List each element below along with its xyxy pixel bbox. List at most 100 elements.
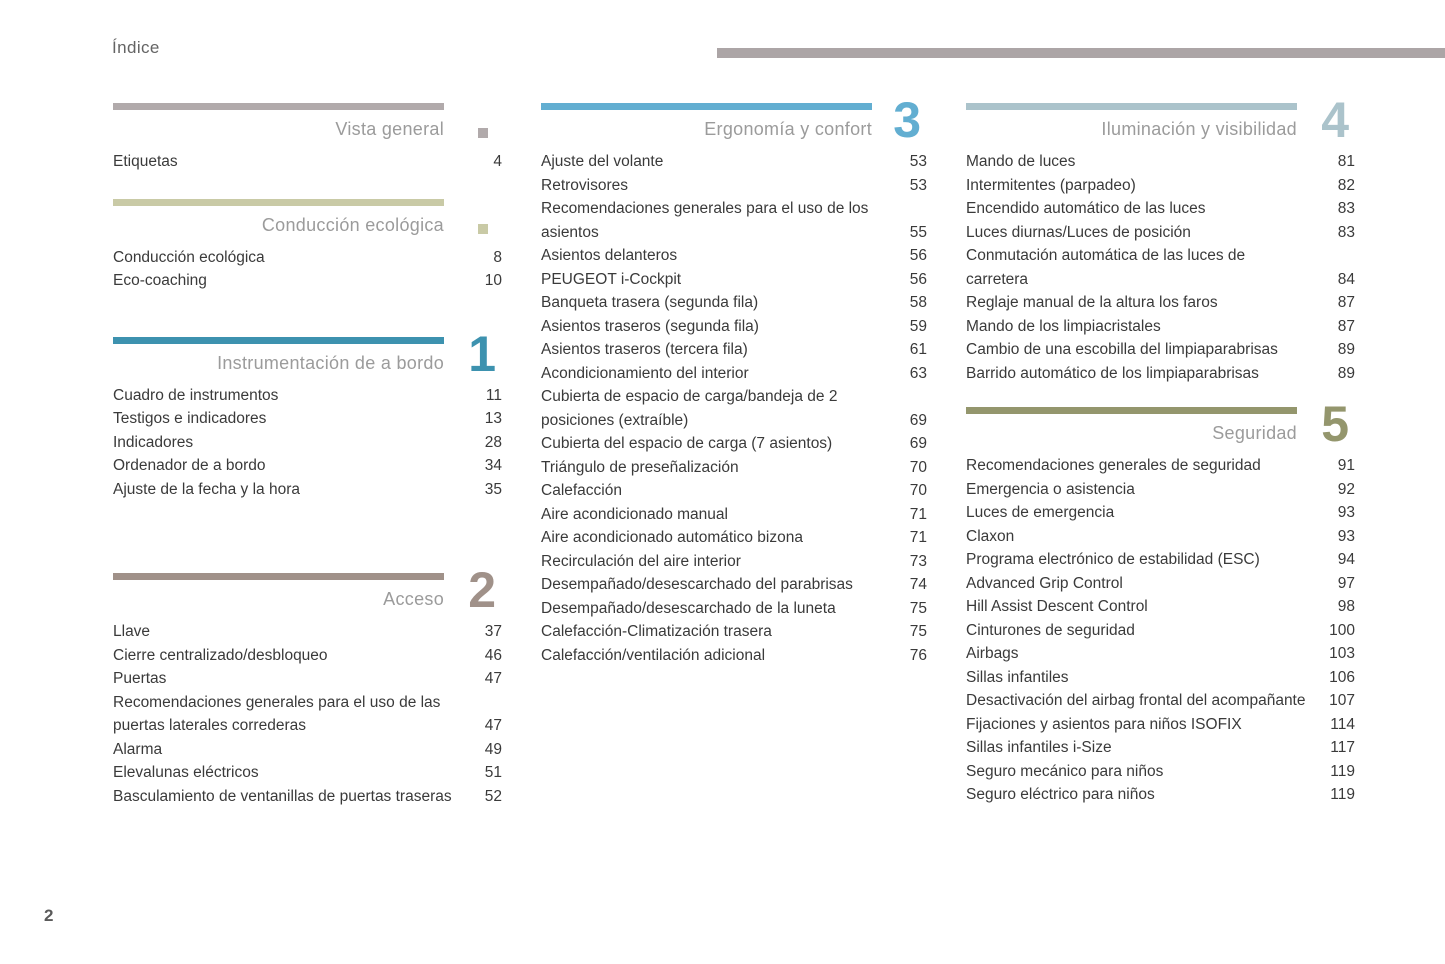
toc-section: Iluminación y visibilidad 4 Mando de luces… xyxy=(966,95,1355,386)
toc-item-label: Llave xyxy=(113,623,151,640)
section-header: Seguridad 5 xyxy=(966,399,1355,449)
toc-item: Calefacción/ventilación adicional 76 xyxy=(541,644,927,668)
toc-item-page: 89 xyxy=(1337,364,1355,382)
toc-item: Cuadro de instrumentos 11 xyxy=(113,384,502,408)
toc-item-page: 74 xyxy=(909,576,927,593)
page-number: 2 xyxy=(44,906,54,925)
toc-item: Mando de luces 81 xyxy=(966,150,1355,174)
toc-item: Luces de emergencia 93 xyxy=(966,501,1355,525)
toc-item-page: 10 xyxy=(484,272,502,289)
toc-item-page: 100 xyxy=(1329,621,1355,639)
toc-item-page: 34 xyxy=(484,457,502,474)
toc-item-page: 56 xyxy=(909,247,927,264)
toc-item-page: 53 xyxy=(909,153,927,170)
toc-item-page: 98 xyxy=(1337,598,1355,615)
toc-item: Sillas infantiles 106 xyxy=(966,666,1355,690)
section-title: Instrumentación de a bordo xyxy=(217,352,444,373)
section-number: 4 xyxy=(1321,92,1349,148)
toc-item: Triángulo de preseñalización 70 xyxy=(541,456,927,480)
section-marker-area: 3 xyxy=(872,95,927,145)
toc-item-page: 58 xyxy=(909,294,927,311)
section-color-bar xyxy=(966,103,1297,110)
toc-item-label: Aire acondicionado manual xyxy=(541,505,728,523)
toc-item: Puertas 47 xyxy=(113,667,502,691)
toc-item: Cubierta de espacio de carga/bandeja de … xyxy=(541,385,927,432)
toc-item: Encendido automático de las luces 83 xyxy=(966,197,1355,221)
toc-item-page: 93 xyxy=(1337,504,1355,521)
toc-item: Claxon 93 xyxy=(966,525,1355,549)
toc-item-label: Cambio de una escobilla del limpiaparabr… xyxy=(966,341,1278,358)
toc-item-label: Mando de los limpiacristales xyxy=(966,317,1161,335)
toc-item: Cambio de una escobilla del limpiaparabr… xyxy=(966,338,1355,362)
toc-item-label: Ajuste de la fecha y la hora xyxy=(113,480,300,498)
section-title: Conducción ecológica xyxy=(261,214,444,235)
toc-item-label: Luces de emergencia xyxy=(966,504,1115,521)
toc-item-page: 84 xyxy=(1337,270,1355,288)
toc-section: Ergonomía y confort 3 Ajuste del volante 53… xyxy=(541,95,927,668)
toc-item-label: PEUGEOT i-Cockpit xyxy=(541,270,682,288)
toc-item: Cinturones de seguridad 100 xyxy=(966,619,1355,643)
toc-item: Desempañado/desescarchado del parabrisas… xyxy=(541,573,927,597)
toc-item: Recomendaciones generales de seguridad 91 xyxy=(966,454,1355,478)
toc-item-label: Hill Assist Descent Control xyxy=(966,598,1148,615)
toc-item: Programa electrónico de estabilidad (ESC… xyxy=(966,548,1355,572)
section-marker-area: 4 xyxy=(1297,95,1355,145)
toc-item-label: Desempañado/desescarchado del parabrisas xyxy=(541,576,853,593)
toc-item-page: 70 xyxy=(909,458,927,476)
section-title: Vista general xyxy=(335,119,444,139)
toc-item-label: Conmutación automática de las luces de c… xyxy=(966,247,1246,288)
toc-item-page: 87 xyxy=(1337,317,1355,335)
toc-item-page: 69 xyxy=(909,435,927,452)
toc-item-label: Calefacción-Climatización trasera xyxy=(541,623,772,640)
section-title: Ergonomía y confort xyxy=(704,119,872,139)
section-item-list: Llave 37 Cierre centralizado/desbloqueo 46 P… xyxy=(113,620,502,808)
toc-item: PEUGEOT i-Cockpit 56 xyxy=(541,268,927,292)
section-color-bar xyxy=(113,336,444,344)
section-item-list: Recomendaciones generales de seguridad 91… xyxy=(966,454,1355,807)
toc-item: Asientos traseros (segunda fila) 59 xyxy=(541,315,927,339)
toc-item: Conducción ecológica 8 xyxy=(113,246,502,270)
section-marker-area: 2 xyxy=(444,565,502,615)
section-header: Instrumentación de a bordo 1 xyxy=(113,329,502,379)
toc-item: Etiquetas 4 xyxy=(113,150,502,174)
toc-item-page: 11 xyxy=(485,386,502,404)
toc-item-label: Desempañado/desescarchado de la luneta xyxy=(541,599,836,617)
toc-item-label: Testigos e indicadores xyxy=(113,410,267,427)
section-header: Acceso 2 xyxy=(113,565,502,615)
toc-item-label: Cuadro de instrumentos xyxy=(113,386,279,404)
toc-section: Seguridad 5 Recomendaciones generales de s… xyxy=(966,399,1355,807)
top-decorative-rule xyxy=(717,48,1445,58)
toc-item-label: Intermitentes (parpadeo) xyxy=(966,176,1136,194)
toc-item-label: Etiquetas xyxy=(113,153,178,170)
toc-item-page: 82 xyxy=(1337,176,1355,194)
toc-section: Vista general Etiquetas 4 xyxy=(113,103,502,174)
toc-item: Aire acondicionado automático bizona 71 xyxy=(541,526,927,550)
section-header-left: Vista general xyxy=(113,103,444,141)
toc-item-label: Seguro mecánico para niños xyxy=(966,762,1164,780)
toc-item: Desactivación del airbag frontal del aco… xyxy=(966,689,1355,713)
section-item-list: Cuadro de instrumentos 11 Testigos e indic… xyxy=(113,384,502,502)
toc-item: Calefacción-Climatización trasera 75 xyxy=(541,620,927,644)
section-header-left: Acceso xyxy=(113,573,444,611)
toc-item-label: Cubierta del espacio de carga (7 asiento… xyxy=(541,435,833,452)
section-color-bar xyxy=(966,407,1297,414)
page-title: Índice xyxy=(112,38,160,57)
toc-item-label: Airbags xyxy=(966,645,1019,662)
toc-item-label: Fijaciones y asientos para niños ISOFIX xyxy=(966,715,1242,733)
toc-item: Recomendaciones generales para el uso de… xyxy=(541,197,927,244)
section-marker-area xyxy=(444,103,502,141)
toc-item: Sillas infantiles i-Size 117 xyxy=(966,736,1355,760)
toc-item-label: Emergencia o asistencia xyxy=(966,480,1135,498)
toc-item: Cierre centralizado/desbloqueo 46 xyxy=(113,644,502,668)
toc-item-page: 8 xyxy=(493,248,502,266)
toc-item-label: Luces diurnas/Luces de posición xyxy=(966,223,1191,241)
toc-item-label: Barrido automático de los limpiaparabris… xyxy=(966,364,1259,382)
section-number: 5 xyxy=(1321,396,1349,452)
toc-item: Barrido automático de los limpiaparabris… xyxy=(966,362,1355,386)
toc-item-label: Aire acondicionado automático bizona xyxy=(541,529,803,546)
toc-item: Aire acondicionado manual 71 xyxy=(541,503,927,527)
toc-item: Asientos traseros (tercera fila) 61 xyxy=(541,338,927,362)
toc-item-page: 49 xyxy=(484,740,502,758)
toc-item-page: 71 xyxy=(909,505,927,523)
toc-item-label: Calefacción/ventilación adicional xyxy=(541,646,766,664)
